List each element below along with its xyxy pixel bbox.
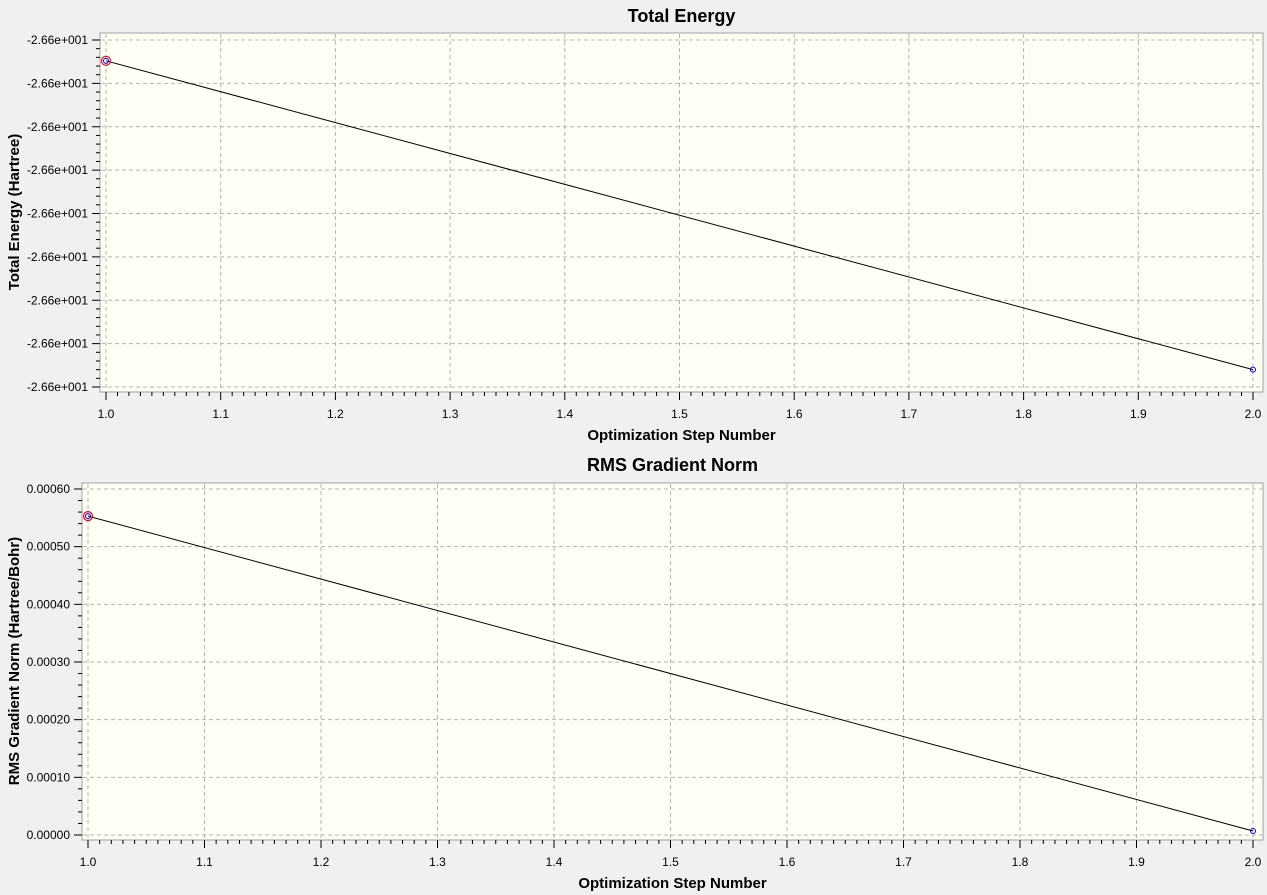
data-point xyxy=(85,513,91,520)
x-tick-label: 1.3 xyxy=(442,407,459,421)
x-tick-label: 1.1 xyxy=(196,855,213,869)
y-tick-label: -2.66e+001 xyxy=(27,120,88,134)
y-tick-label: 0.00000 xyxy=(27,828,71,842)
x-tick-label: 1.6 xyxy=(786,407,803,421)
x-tick-label: 1.0 xyxy=(80,855,97,869)
x-tick-label: 2.0 xyxy=(1245,855,1262,869)
x-tick-label: 1.5 xyxy=(662,855,679,869)
y-tick-label: 0.00030 xyxy=(27,655,71,669)
x-tick-label: 1.4 xyxy=(546,855,563,869)
x-tick-label: 1.0 xyxy=(98,407,115,421)
x-tick-label: 1.7 xyxy=(895,855,912,869)
chart-1: Total Energy 1.0 1.1 1.2 1.3 1.4 1.5 1.6 1.7 1.8 1… xyxy=(6,6,1264,444)
y-tick-label: -2.66e+001 xyxy=(27,337,88,351)
y-tick-label: -2.66e+001 xyxy=(27,76,88,90)
data-point xyxy=(103,57,109,64)
series-line xyxy=(105,60,1254,371)
y-tick-label: 0.00040 xyxy=(27,597,71,611)
x-tick-label: 1.4 xyxy=(556,407,573,421)
y-tick-label: 0.00060 xyxy=(27,482,71,496)
chart-title: RMS Gradient Norm xyxy=(587,455,758,475)
chart-2: RMS Gradient Norm 1.0 1.1 1.2 1.3 1.4 1.5 1.6 1.… xyxy=(6,455,1264,892)
y-tick-label: -2.66e+001 xyxy=(27,250,88,264)
y-tick-label: 0.00050 xyxy=(27,540,71,554)
x-tick-label: 1.8 xyxy=(1012,855,1029,869)
x-tick-label: 1.8 xyxy=(1015,407,1032,421)
x-tick-label: 1.9 xyxy=(1128,855,1145,869)
x-tick-label: 1.3 xyxy=(429,855,446,869)
x-axis-label: Optimization Step Number xyxy=(587,427,776,444)
data-point xyxy=(1250,366,1256,373)
x-tick-label: 1.2 xyxy=(313,855,330,869)
x-tick-label: 1.2 xyxy=(327,407,344,421)
data-point xyxy=(1250,827,1256,834)
y-tick-label: 0.00020 xyxy=(27,713,71,727)
highlight-marker xyxy=(100,55,112,66)
y-tick-label: -2.66e+001 xyxy=(27,207,88,221)
plot-area xyxy=(99,32,1264,393)
chart-title: Total Energy xyxy=(628,6,736,26)
y-axis-label: Total Energy (Hartree) xyxy=(6,134,23,290)
y-tick-label: -2.66e+001 xyxy=(27,33,88,47)
y-tick-label: -2.66e+001 xyxy=(27,380,88,394)
x-tick-label: 1.9 xyxy=(1130,407,1147,421)
y-tick-label: -2.66e+001 xyxy=(27,293,88,307)
x-axis-label: Optimization Step Number xyxy=(578,875,767,892)
x-tick-label: 1.7 xyxy=(901,407,918,421)
x-tick-label: 1.1 xyxy=(212,407,229,421)
y-tick-label: -2.66e+001 xyxy=(27,163,88,177)
y-axis-label: RMS Gradient Norm (Hartree/Bohr) xyxy=(6,537,23,785)
series-line xyxy=(87,515,1254,832)
y-tick-label: 0.00010 xyxy=(27,770,71,784)
x-tick-label: 2.0 xyxy=(1245,407,1262,421)
highlight-marker xyxy=(82,511,94,522)
x-tick-label: 1.6 xyxy=(779,855,796,869)
x-tick-label: 1.5 xyxy=(671,407,688,421)
